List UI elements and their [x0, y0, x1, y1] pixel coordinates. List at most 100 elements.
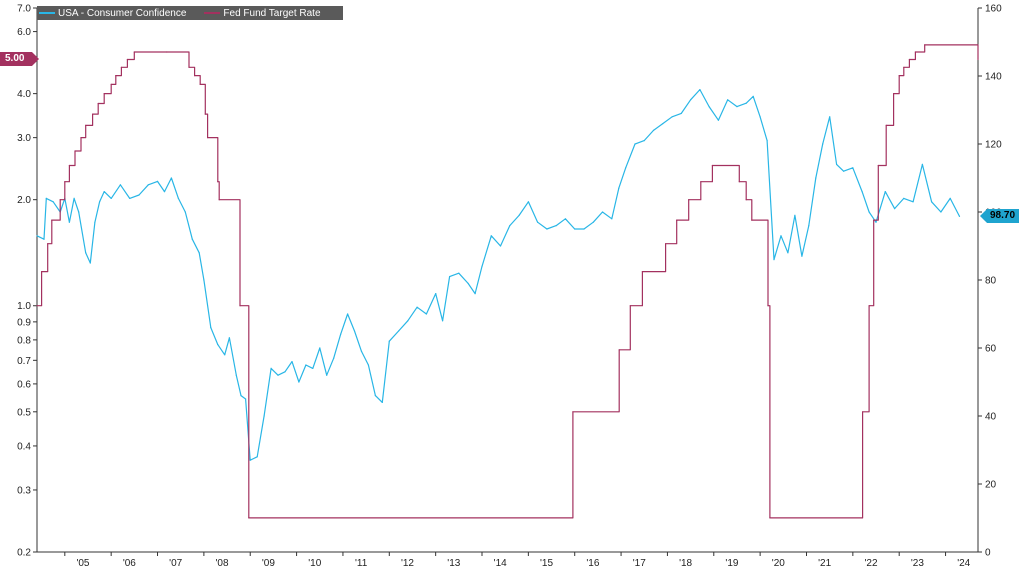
data-point-consumer-confidence: [829, 116, 831, 118]
data-point-consumer-confidence: [843, 170, 845, 172]
data-point-consumer-confidence: [138, 194, 140, 196]
data-point-fed-rate: [641, 271, 644, 273]
data-point-consumer-confidence: [245, 398, 247, 400]
data-point-fed-rate: [103, 93, 105, 95]
x-tick-label: '05: [76, 558, 89, 569]
data-point-consumer-confidence: [442, 320, 444, 322]
data-point-fed-rate: [85, 124, 87, 126]
x-tick-label: '19: [725, 558, 738, 569]
right-tick-label: 40: [985, 412, 997, 423]
data-point-consumer-confidence: [652, 129, 655, 131]
data-point-consumer-confidence: [89, 262, 91, 264]
data-point-fed-rate: [110, 83, 112, 85]
legend-label-consumer-confidence: USA - Consumer Confidence: [58, 7, 187, 19]
legend-item-fed-rate: Fed Fund Target Rate: [204, 8, 321, 19]
data-point-fed-rate: [126, 58, 128, 61]
data-point-consumer-confidence: [43, 238, 45, 240]
data-point-fed-rate: [885, 124, 887, 126]
data-point-consumer-confidence: [662, 123, 664, 125]
data-point-fed-rate: [74, 150, 76, 152]
data-point-fed-rate: [194, 75, 196, 77]
data-point-consumer-confidence: [759, 116, 761, 118]
data-point-consumer-confidence: [894, 208, 896, 210]
data-point-fed-rate: [47, 243, 49, 245]
left-axis-ticks: 7.0 6.0 4.0 3.0 2.0 1.0 0.9 0.8 0.7 0.6 0.5 0.4 0.3 0…: [17, 4, 37, 559]
data-point-fed-rate: [924, 44, 926, 46]
legend-swatch-fed-rate: [204, 12, 221, 14]
data-point-consumer-confidence: [815, 177, 817, 179]
x-tick-label: '07: [169, 558, 182, 569]
data-point-consumer-confidence: [625, 167, 627, 169]
data-point-consumer-confidence: [319, 347, 321, 349]
data-point-consumer-confidence: [474, 293, 476, 295]
data-point-fed-rate: [64, 181, 66, 183]
data-point-consumer-confidence: [634, 143, 636, 145]
data-point-consumer-confidence: [305, 364, 307, 366]
x-tick-label: '24: [957, 558, 970, 569]
data-point-consumer-confidence: [256, 456, 258, 458]
x-tick-label: '23: [911, 558, 924, 569]
data-point-consumer-confidence: [583, 228, 585, 230]
data-point-consumer-confidence: [958, 215, 961, 217]
data-point-consumer-confidence: [458, 272, 460, 274]
data-point-consumer-confidence: [360, 350, 363, 352]
data-point-consumer-confidence: [708, 106, 710, 108]
data-point-fed-rate: [893, 93, 895, 95]
data-point-consumer-confidence: [224, 354, 226, 356]
left-tick-label: 6.0: [17, 27, 31, 38]
fed-rate-last-value-badge: 5.00: [0, 52, 39, 66]
data-point-fed-rate: [68, 164, 70, 167]
x-tick-label: '16: [586, 558, 599, 569]
data-point-consumer-confidence: [203, 279, 205, 281]
left-tick-label: 0.7: [17, 356, 31, 367]
data-point-consumer-confidence: [745, 102, 747, 104]
data-point-consumer-confidence: [129, 197, 131, 199]
data-point-consumer-confidence: [347, 313, 349, 315]
right-tick-label: 80: [985, 276, 997, 287]
left-tick-label: 0.2: [17, 548, 31, 559]
x-tick-label: '18: [679, 558, 692, 569]
data-point-fed-rate: [877, 164, 879, 167]
series-line-consumer-confidence: [36, 89, 961, 461]
data-point-consumer-confidence: [643, 140, 645, 142]
x-tick-label: '20: [772, 558, 785, 569]
left-tick-label: 3.0: [17, 133, 31, 144]
data-point-consumer-confidence: [808, 225, 810, 227]
data-point-consumer-confidence: [884, 191, 886, 193]
x-tick-label: '17: [633, 558, 646, 569]
data-point-consumer-confidence: [99, 201, 101, 203]
data-point-consumer-confidence: [217, 344, 219, 346]
data-point-consumer-confidence: [85, 252, 87, 254]
data-point-consumer-confidence: [270, 367, 272, 369]
data-point-consumer-confidence: [717, 119, 720, 121]
left-tick-label: 2.0: [17, 195, 31, 206]
data-point-consumer-confidence: [78, 211, 80, 213]
x-tick-label: '22: [864, 558, 877, 569]
left-tick-label: 0.4: [17, 441, 31, 452]
data-point-consumer-confidence: [68, 221, 70, 223]
x-tick-label: '08: [216, 558, 229, 569]
data-point-consumer-confidence: [868, 211, 870, 213]
data-point-fed-rate: [92, 113, 94, 115]
x-axis-ticks: '05 '06 '07 '08 '09 '10 '11 '12 '13 '14 '15 '16 '17 '…: [64, 552, 971, 569]
data-point-fed-rate: [711, 164, 714, 167]
data-point-consumer-confidence: [699, 89, 701, 91]
data-point-consumer-confidence: [170, 177, 172, 179]
data-point-consumer-confidence: [94, 221, 96, 223]
data-point-consumer-confidence: [509, 225, 511, 227]
legend: USA - Consumer Confidence Fed Fund Targe…: [37, 6, 343, 20]
data-point-fed-rate: [188, 66, 190, 68]
consumer-confidence-last-value-badge: 98.70: [980, 209, 1020, 223]
data-point-consumer-confidence: [787, 252, 789, 254]
right-tick-label: 160: [985, 4, 1002, 15]
data-point-consumer-confidence: [836, 163, 838, 165]
data-point-fed-rate: [204, 113, 206, 115]
data-point-consumer-confidence: [780, 235, 782, 237]
data-point-consumer-confidence: [240, 395, 242, 397]
left-tick-label: 7.0: [17, 4, 31, 15]
series-line-fed-fund-target-rate: [37, 44, 979, 519]
data-point-consumer-confidence: [235, 374, 237, 376]
right-tick-label: 120: [985, 140, 1002, 151]
data-point-fed-rate: [59, 199, 61, 201]
data-point-consumer-confidence: [680, 112, 682, 114]
